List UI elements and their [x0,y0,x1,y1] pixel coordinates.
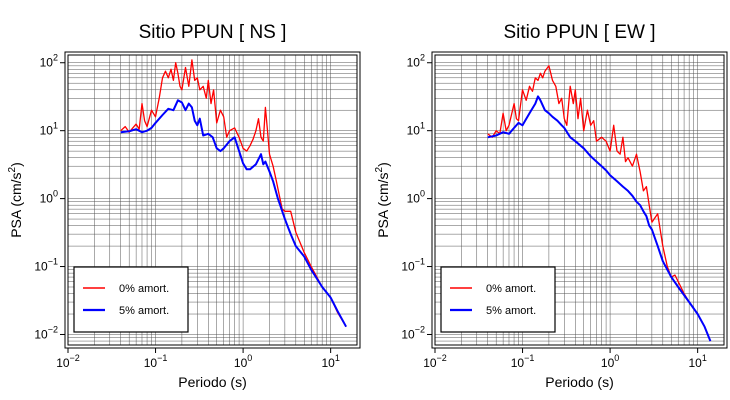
x-tick-exp: −2 [70,353,80,363]
y-tick-label: 100 [407,189,425,206]
plot-outer-frame [64,51,361,349]
x-tick-base: 10 [688,356,702,370]
chart-title: Sitio PPUN [ EW ] [503,22,655,43]
x-axis-label: Periodo (s) [545,374,613,390]
x-tick-base: 10 [511,356,525,370]
chart-title: Sitio PPUN [ NS ] [139,22,287,43]
x-axis-label: Periodo (s) [178,374,246,390]
y-tick-base: 10 [40,192,54,206]
y-axis-label-end: ) [375,162,391,167]
y-tick-exp: −2 [415,324,425,334]
x-tick-base: 10 [144,356,158,370]
plot-outer-frame [431,51,728,349]
x-tick-label: 100 [234,353,252,370]
y-tick-exp: 0 [420,189,425,199]
legend-label: 0% amort. [119,283,169,295]
y-tick-exp: −1 [48,257,58,267]
y-axis-label-main: PSA (cm/s [8,172,24,237]
y-tick-exp: −2 [48,324,58,334]
y-tick-label: 100 [40,189,58,206]
x-tick-base: 10 [601,356,615,370]
x-tick-exp: −1 [524,353,534,363]
y-tick-label: 102 [407,53,425,70]
y-tick-base: 10 [40,124,54,138]
y-tick-exp: 1 [53,121,58,131]
x-tick-label: 101 [688,353,706,370]
x-tick-exp: 0 [614,353,619,363]
y-tick-base: 10 [401,260,415,274]
y-tick-exp: 2 [53,53,58,63]
plot-frame [434,54,725,346]
x-tick-base: 10 [56,356,70,370]
y-axis-label-sup: 2 [7,166,18,172]
x-tick-label: 10−2 [56,353,80,370]
x-tick-exp: 1 [335,353,340,363]
x-tick-exp: −2 [437,353,447,363]
y-tick-label: 101 [407,121,425,138]
legend-box [73,266,189,333]
x-tick-label: 10−1 [144,353,168,370]
x-tick-label: 10−2 [423,353,447,370]
y-tick-exp: −1 [415,257,425,267]
series-line-5pct [487,95,712,342]
y-tick-base: 10 [407,124,421,138]
legend-label: 0% amort. [486,283,536,295]
x-tick-base: 10 [423,356,437,370]
x-tick-exp: 1 [702,353,707,363]
y-tick-label: 102 [40,53,58,70]
x-tick-base: 10 [321,356,335,370]
legend-label: 5% amort. [486,305,536,317]
y-axis-label: PSA (cm/s2) [7,162,24,238]
x-tick-label: 100 [601,353,619,370]
y-tick-base: 10 [40,56,54,70]
x-tick-label: 10−1 [511,353,535,370]
x-tick-exp: −1 [157,353,167,363]
chart-ns: Sitio PPUN [ NS ]10−2 10−1 100 10110−210−11… [7,22,361,390]
x-tick-exp: 0 [247,353,252,363]
y-axis-label-end: ) [8,162,24,167]
x-tick-base: 10 [234,356,248,370]
y-tick-label: 10−2 [34,324,58,341]
y-tick-exp: 2 [420,53,425,63]
y-axis-label-main: PSA (cm/s [375,172,391,237]
plot-frame [67,54,358,346]
x-tick-label: 101 [321,353,339,370]
y-tick-base: 10 [407,192,421,206]
legend-box [440,266,556,333]
y-tick-label: 10−1 [34,257,58,274]
y-tick-base: 10 [401,327,415,341]
series-line-0pct [487,65,712,342]
legend-label: 5% amort. [119,305,169,317]
series-line-5pct [120,99,347,328]
y-tick-exp: 1 [420,121,425,131]
y-tick-base: 10 [34,260,48,274]
y-axis-label-sup: 2 [374,166,385,172]
chart-ew: Sitio PPUN [ EW ]10−2 10−1 100 10110−210−11… [374,22,728,390]
series-line-0pct [120,59,347,328]
y-tick-base: 10 [34,327,48,341]
y-tick-label: 10−1 [401,257,425,274]
y-tick-label: 101 [40,121,58,138]
y-tick-exp: 0 [53,189,58,199]
y-axis-label: PSA (cm/s2) [374,162,391,238]
y-tick-base: 10 [407,56,421,70]
y-tick-label: 10−2 [401,324,425,341]
